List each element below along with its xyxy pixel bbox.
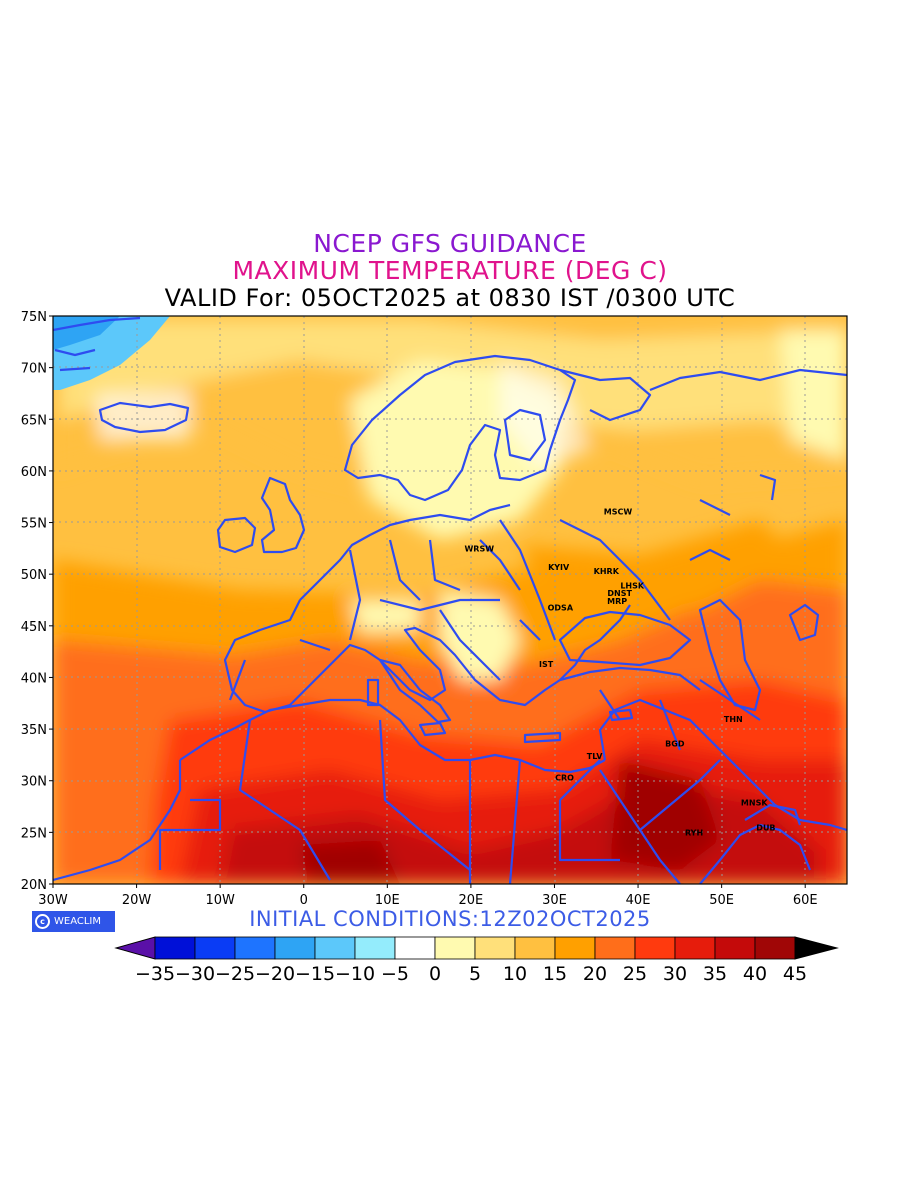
lat-label: 75N [21,310,47,325]
lon-label: 20W [122,893,152,908]
lat-label: 60N [21,465,47,480]
lat-label: 50N [21,568,47,583]
initial-conditions: INITIAL CONDITIONS:12Z02OCT2025 [249,907,651,931]
title-variable: MAXIMUM TEMPERATURE (DEG C) [232,256,668,285]
city-label-dub: DUB [756,823,775,832]
city-label-dnst: DNST [607,589,632,598]
coastlines [53,316,847,884]
lon-label: 30E [542,893,567,908]
longitude-axis: 30W 20W 10W 0 10E 20E 30E 40E 50E 60E [38,884,818,908]
lat-label: 35N [21,723,47,738]
weaclim-logo: c WEACLIM [32,911,115,932]
city-label-ryh: RYH [685,828,703,837]
city-label-wrsw: WRSW [464,544,494,553]
city-label-cro: CRO [555,774,574,783]
city-label-tlv: TLV [587,752,603,761]
city-label-bgd: BGD [665,740,685,749]
lon-label: 60E [793,893,818,908]
lat-label: 25N [21,826,47,841]
temperature-field [53,316,847,884]
city-label-mscw: MSCW [604,507,633,516]
city-label-kyiv: KYIV [548,563,570,572]
map-frame [52,315,848,885]
lon-label: 10E [375,893,400,908]
city-label-khrk: KHRK [594,567,620,576]
lat-label: 55N [21,517,47,532]
lon-label: 0 [300,893,308,908]
latitude-axis: 75N 70N 65N 60N 55N 50N 45N 40N 35N 30N 25N 20N [21,310,53,893]
lon-label: 20E [459,893,484,908]
title-model: NCEP GFS GUIDANCE [313,229,587,258]
lat-label: 45N [21,620,47,635]
city-label-odsa: ODSA [548,603,574,612]
city-label-mnsk: MNSK [741,799,768,808]
logo-text: WEACLIM [54,916,102,927]
city-label-thn: THN [724,715,743,724]
lat-label: 40N [21,671,47,686]
lat-label: 70N [21,362,47,377]
lat-label: 30N [21,775,47,790]
city-label-ist: IST [539,660,554,669]
lon-label: 10W [205,893,235,908]
title-valid-time: VALID For: 05OCT2025 at 0830 IST /0300 U… [164,284,736,312]
lon-label: 40E [626,893,651,908]
city-label-mrp: MRP [607,597,627,606]
lat-label: 65N [21,413,47,428]
lon-label: 50E [709,893,734,908]
city-label-lhsk: LHSK [620,582,645,591]
lat-label: 20N [21,878,47,893]
lon-label: 30W [38,893,68,908]
logo-ring-icon: c [35,914,50,929]
